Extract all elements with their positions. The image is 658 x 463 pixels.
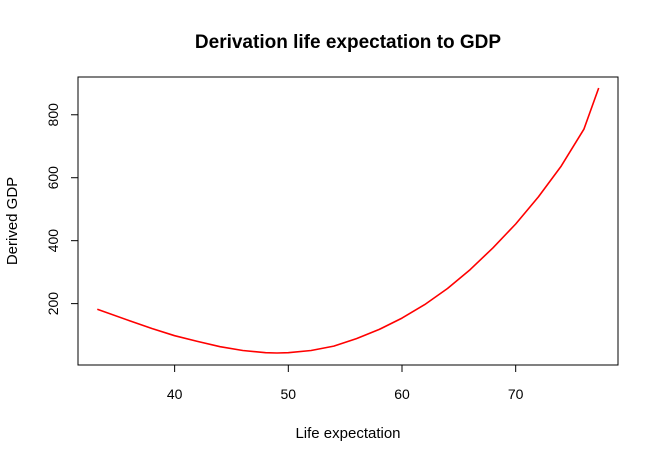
x-tick-label: 50 <box>281 386 297 402</box>
y-tick-label: 200 <box>45 292 61 316</box>
y-tick-label: 800 <box>45 103 61 127</box>
y-axis-label: Derived GDP <box>4 177 21 265</box>
x-tick-label: 60 <box>394 386 410 402</box>
y-axis: 200 400 600 800 <box>45 103 79 316</box>
x-axis-label: Life expectation <box>295 425 400 442</box>
series-line <box>97 87 600 354</box>
x-axis: 40 50 60 70 <box>167 364 524 402</box>
plot-area <box>77 76 619 366</box>
x-tick-label: 40 <box>167 386 183 402</box>
chart-title: Derivation life expectation to GDP <box>195 32 501 53</box>
x-tick-label: 70 <box>508 386 524 402</box>
y-tick-label: 400 <box>45 229 61 253</box>
series-layer <box>97 87 600 354</box>
y-tick-label: 600 <box>45 166 61 190</box>
